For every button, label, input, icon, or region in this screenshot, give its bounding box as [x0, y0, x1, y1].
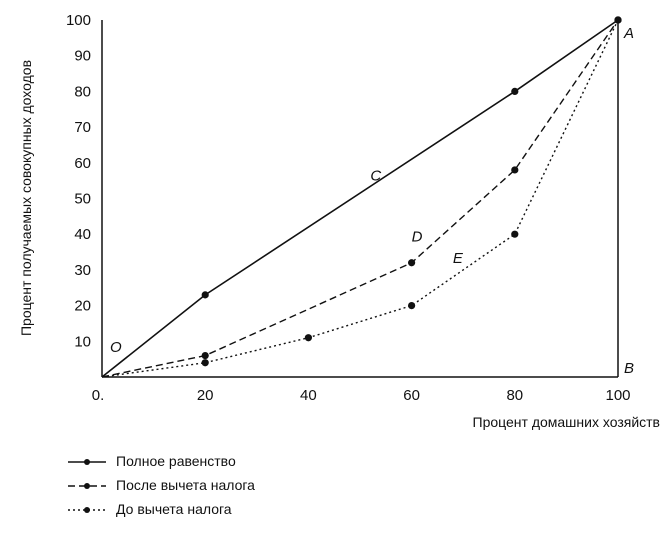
y-tick-label: 30 [74, 262, 91, 279]
point-label-a: A [623, 25, 634, 42]
legend-swatch-point [84, 507, 90, 513]
series-2-point [511, 166, 519, 174]
legend-label: Полное равенство [116, 453, 236, 469]
y-tick-label: 20 [74, 298, 91, 315]
axes [101, 20, 619, 378]
series-layer [101, 16, 622, 378]
legend-label: До вычета налога [116, 501, 232, 517]
series-line-1 [101, 19, 619, 378]
series-line-3 [101, 19, 619, 378]
point-labels: A B C D E O [110, 25, 634, 377]
x-tick-label: 20 [197, 387, 214, 404]
y-tick-labels: 10 20 30 40 50 60 70 80 90 100 [66, 12, 91, 350]
y-tick-label: 80 [74, 83, 91, 100]
series-1-point [511, 87, 519, 95]
y-tick-label: 60 [74, 155, 91, 172]
y-tick-label: 10 [74, 333, 91, 350]
series-2-point [201, 351, 209, 360]
x-tick-label: 80 [506, 387, 523, 404]
series-3-point [408, 302, 416, 310]
x-tick-labels: 0. 20 40 60 80 100 [92, 387, 631, 404]
x-tick-label: 0. [92, 387, 105, 404]
x-tick-label: 60 [403, 387, 420, 404]
series-3-point [511, 230, 519, 238]
y-tick-label: 90 [74, 48, 91, 65]
point-label-e: E [453, 250, 464, 267]
point-label-o: O [110, 339, 122, 356]
legend: Полное равенство После вычета налога До вы… [68, 453, 255, 517]
y-tick-label: 50 [74, 191, 91, 208]
point-label-c: C [370, 168, 381, 185]
point-label-b: B [624, 360, 634, 377]
series-3-point [201, 359, 209, 367]
x-axis-title: Процент домашних хозяйств [473, 414, 661, 430]
series-2-point [408, 259, 416, 267]
legend-swatch-point [84, 483, 90, 489]
y-tick-label: 100 [66, 12, 91, 29]
y-tick-label: 70 [74, 119, 91, 136]
series-3-point [614, 16, 622, 24]
x-tick-label: 40 [300, 387, 317, 404]
y-tick-label: 40 [74, 226, 91, 243]
series-1-point [201, 291, 209, 299]
x-tick-label: 100 [605, 387, 630, 404]
legend-label: После вычета налога [116, 477, 255, 493]
legend-swatch-point [84, 459, 90, 465]
series-3-point [304, 334, 312, 342]
point-label-d: D [412, 228, 423, 245]
y-axis-title: Процент получаемых совокупных доходов [18, 60, 34, 336]
